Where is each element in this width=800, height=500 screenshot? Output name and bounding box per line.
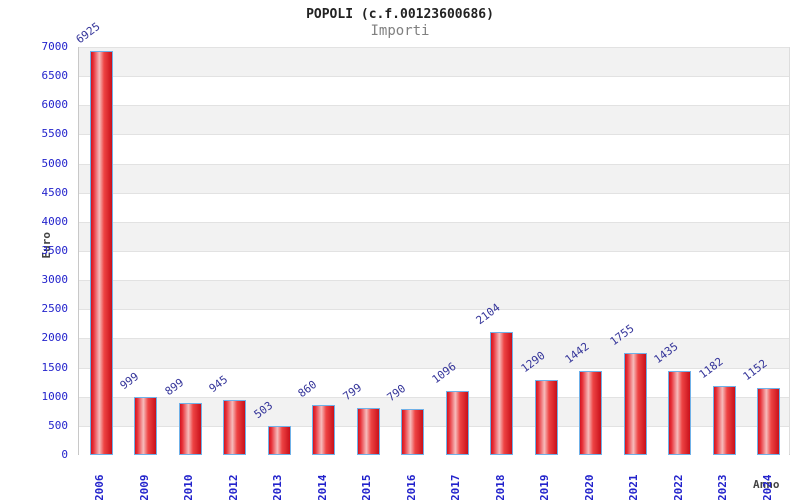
y-tick-label: 1500: [41, 360, 69, 374]
x-tick-label: 2017: [449, 474, 463, 500]
bar: [445, 391, 469, 455]
y-tick-label: 0: [61, 448, 68, 461]
chart-title: POPOLI (c.f.00123600686): [306, 7, 494, 22]
x-tick-label: 2018: [493, 474, 507, 500]
grid-band: [79, 280, 789, 310]
y-tick-label: 5500: [41, 127, 69, 141]
y-tick-label: 3500: [41, 244, 69, 257]
x-tick-label: 2014: [315, 474, 329, 500]
y-tick-label: 7000: [41, 40, 69, 53]
y-tick-label: 2500: [41, 302, 69, 316]
x-tick-label: 2020: [582, 474, 596, 500]
grid-band: [79, 251, 789, 281]
grid-band: [79, 163, 789, 193]
x-tick-label: 2009: [137, 474, 151, 500]
bar: [623, 352, 647, 455]
x-tick-label: 2016: [404, 474, 418, 500]
bar: [401, 408, 425, 455]
y-tick-label: 1000: [41, 389, 69, 403]
plot-area: 6925 999 899 945 503 860 799 790 1096 2104 1290 144…: [73, 20, 790, 455]
grid-band: [79, 105, 789, 135]
y-tick-label: 6500: [41, 69, 69, 83]
bar: [579, 370, 603, 455]
x-tick-label: 2015: [360, 474, 374, 500]
y-tick-label: 5000: [41, 156, 69, 170]
grid-band: [79, 221, 789, 251]
x-tick-label: 2021: [627, 474, 641, 500]
y-tick-label: 6000: [41, 98, 69, 112]
x-tick-label: 2010: [182, 474, 196, 500]
y-tick-label: 2000: [41, 331, 69, 345]
grid-band: [79, 192, 789, 222]
bar: [178, 402, 202, 455]
bar: [89, 51, 113, 455]
bar: [356, 408, 380, 455]
x-tick-label: 2013: [271, 474, 285, 500]
x-axis-label: Anno: [753, 478, 780, 491]
x-tick-label: 2019: [538, 474, 552, 500]
x-tick-label: 2023: [716, 474, 730, 500]
bar: [267, 425, 291, 455]
grid-band: [79, 309, 789, 339]
x-tick-label: 2022: [671, 474, 685, 500]
x-tick-label: 2024: [760, 474, 774, 500]
grid-band: [79, 76, 789, 106]
x-tick-label: 2006: [93, 474, 107, 500]
bar: [757, 387, 781, 455]
grid-band: [79, 338, 789, 368]
bar: [134, 396, 158, 455]
grid-band: [79, 47, 789, 77]
bar: [223, 399, 247, 455]
grid-band: [79, 134, 789, 164]
bar: [534, 379, 558, 455]
y-tick-label: 4000: [41, 214, 69, 228]
bar: [668, 371, 692, 455]
y-tick-label: 500: [48, 418, 68, 432]
y-tick-label: 4500: [41, 185, 69, 199]
bar: [490, 332, 514, 455]
x-tick-label: 2012: [226, 474, 240, 500]
chart-subtitle: Importi: [370, 23, 430, 39]
bar: [712, 386, 736, 455]
bar: [312, 404, 336, 455]
y-tick-label: 3000: [41, 273, 69, 287]
